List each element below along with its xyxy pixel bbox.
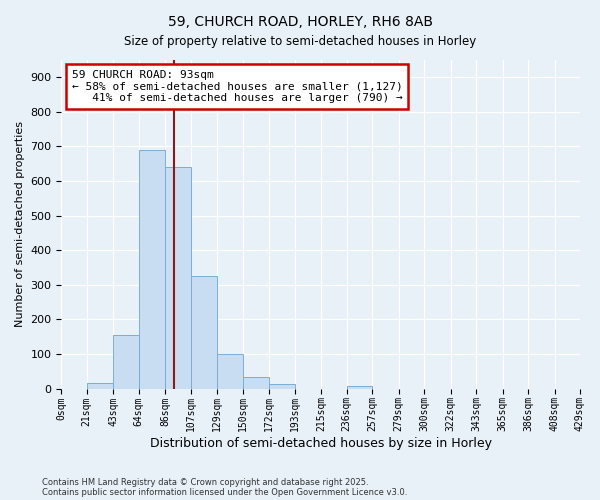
Text: 59, CHURCH ROAD, HORLEY, RH6 8AB: 59, CHURCH ROAD, HORLEY, RH6 8AB xyxy=(167,15,433,29)
Bar xyxy=(347,386,372,388)
X-axis label: Distribution of semi-detached houses by size in Horley: Distribution of semi-detached houses by … xyxy=(150,437,492,450)
Text: Size of property relative to semi-detached houses in Horley: Size of property relative to semi-detach… xyxy=(124,35,476,48)
Bar xyxy=(269,384,295,388)
Bar xyxy=(217,354,243,388)
Bar xyxy=(139,150,166,388)
Text: 59 CHURCH ROAD: 93sqm
← 58% of semi-detached houses are smaller (1,127)
   41% o: 59 CHURCH ROAD: 93sqm ← 58% of semi-deta… xyxy=(72,70,403,103)
Bar xyxy=(191,276,217,388)
Text: Contains HM Land Registry data © Crown copyright and database right 2025.
Contai: Contains HM Land Registry data © Crown c… xyxy=(42,478,407,497)
Bar xyxy=(87,384,113,388)
Bar xyxy=(113,335,139,388)
Bar xyxy=(166,167,191,388)
Bar xyxy=(243,378,269,388)
Y-axis label: Number of semi-detached properties: Number of semi-detached properties xyxy=(15,122,25,328)
